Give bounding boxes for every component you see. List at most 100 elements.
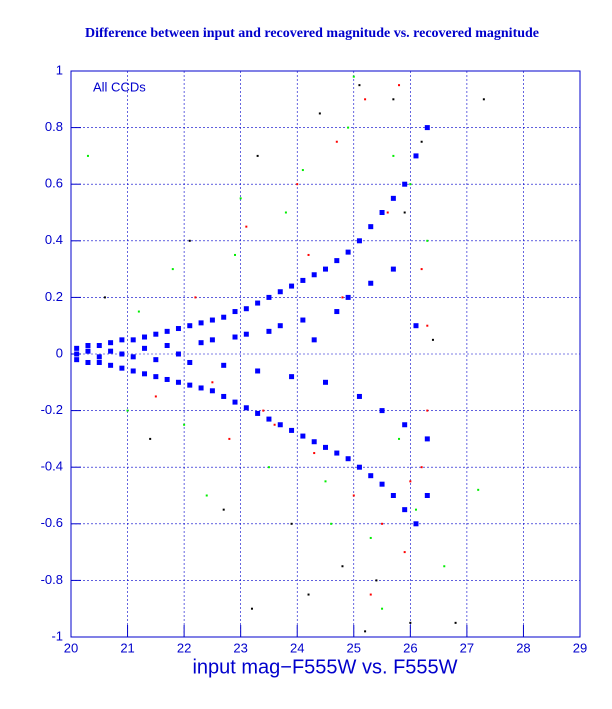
- point: [409, 183, 412, 186]
- point: [398, 84, 401, 87]
- point: [209, 337, 215, 343]
- point: [266, 328, 272, 334]
- y-tick-label: 0.2: [45, 289, 63, 304]
- point: [142, 345, 148, 351]
- point: [245, 225, 248, 228]
- point: [96, 354, 102, 360]
- y-tick-label: 1: [56, 62, 63, 77]
- point: [352, 75, 355, 78]
- point: [262, 409, 265, 412]
- point: [424, 493, 430, 498]
- y-tick-label: 0: [56, 345, 63, 360]
- point: [323, 444, 328, 450]
- point: [413, 153, 419, 159]
- point: [154, 395, 157, 398]
- point: [175, 379, 181, 385]
- point: [209, 388, 215, 394]
- point: [356, 393, 362, 399]
- point: [205, 494, 208, 497]
- point: [390, 195, 396, 201]
- point: [221, 314, 227, 320]
- point: [414, 508, 417, 511]
- point: [284, 211, 287, 214]
- point: [482, 98, 485, 101]
- point: [232, 399, 238, 405]
- point: [296, 183, 299, 186]
- point: [232, 309, 238, 315]
- point: [369, 593, 372, 596]
- x-tick-label: 24: [290, 640, 304, 655]
- point: [426, 409, 429, 412]
- y-tick-label: -0.6: [41, 515, 63, 530]
- point: [198, 340, 204, 346]
- point: [390, 493, 396, 498]
- point: [379, 210, 385, 215]
- point: [175, 351, 181, 357]
- point: [164, 376, 170, 382]
- point: [379, 408, 385, 414]
- plot-frame: [70, 70, 581, 638]
- x-tick-label: 28: [516, 640, 530, 655]
- point: [277, 323, 283, 329]
- point: [74, 351, 80, 357]
- point: [250, 607, 253, 610]
- point: [426, 324, 429, 327]
- point: [255, 300, 261, 306]
- point: [126, 409, 129, 412]
- point: [221, 393, 227, 399]
- point: [413, 323, 419, 329]
- point: [409, 621, 412, 624]
- point: [402, 422, 408, 428]
- point: [424, 436, 430, 442]
- point: [420, 466, 423, 469]
- point: [85, 348, 91, 354]
- point: [108, 340, 114, 346]
- point: [85, 343, 91, 349]
- point: [209, 317, 215, 323]
- point: [119, 365, 125, 371]
- point: [420, 140, 423, 143]
- point: [108, 362, 114, 368]
- point: [381, 607, 384, 610]
- point: [187, 323, 193, 329]
- point: [307, 593, 310, 596]
- point: [323, 266, 328, 272]
- point: [335, 140, 338, 143]
- point: [198, 320, 204, 326]
- y-tick-label: -0.4: [41, 459, 63, 474]
- point: [352, 494, 355, 497]
- point: [103, 296, 106, 299]
- point: [426, 239, 429, 242]
- point: [454, 621, 457, 624]
- point: [188, 239, 191, 242]
- point: [403, 211, 406, 214]
- point: [334, 309, 340, 315]
- point: [323, 379, 328, 385]
- point: [119, 337, 125, 343]
- point: [266, 294, 272, 300]
- point: [477, 488, 480, 491]
- point: [266, 416, 272, 422]
- x-tick-label: 22: [177, 640, 191, 655]
- point: [187, 359, 193, 365]
- point: [289, 374, 295, 380]
- point: [96, 359, 102, 365]
- point: [198, 385, 204, 391]
- point: [256, 154, 259, 157]
- point: [74, 345, 80, 351]
- point: [341, 565, 344, 568]
- point: [149, 437, 152, 440]
- point: [313, 452, 316, 455]
- point: [311, 439, 317, 445]
- point: [402, 507, 408, 513]
- y-tick-label: -0.8: [41, 572, 63, 587]
- point: [409, 480, 412, 483]
- point: [341, 296, 344, 299]
- point: [386, 211, 389, 214]
- point: [311, 272, 317, 278]
- point: [300, 433, 306, 439]
- point: [403, 551, 406, 554]
- point: [402, 181, 408, 187]
- point: [119, 351, 125, 357]
- point: [289, 283, 295, 289]
